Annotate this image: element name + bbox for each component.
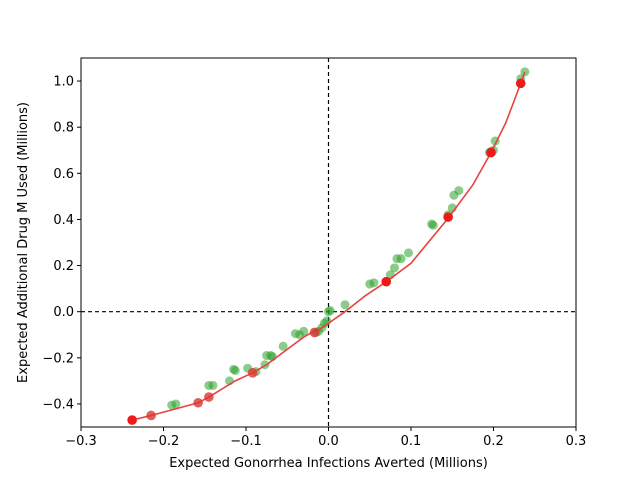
y-tick-label: 0.0 [53, 305, 74, 320]
red-data-point [146, 410, 156, 421]
y-axis-label: Expected Additional Drug M Used (Million… [16, 102, 31, 383]
x-axis-ticks: −0.3 −0.2 −0.1 0.0 0.1 0.2 0.3 [65, 427, 586, 449]
green-data-point [230, 365, 240, 375]
green-data-point [208, 380, 218, 390]
green-data-point [396, 254, 406, 264]
x-tick-label: 0.2 [483, 434, 504, 449]
y-axis-ticks: −0.4 −0.2 0.0 0.2 0.4 0.6 0.8 1.0 [42, 75, 81, 412]
y-tick-label: 0.4 [53, 213, 74, 228]
y-tick-label: −0.4 [42, 397, 74, 412]
red-data-point [381, 276, 392, 287]
x-tick-label: −0.2 [148, 434, 180, 449]
red-data-point [193, 397, 203, 408]
green-data-point [454, 186, 464, 196]
green-data-point [325, 306, 335, 316]
green-data-point [428, 220, 438, 230]
red-data-point [515, 78, 526, 89]
x-tick-label: −0.1 [230, 434, 262, 449]
green-data-point [167, 400, 177, 410]
x-tick-label: 0.1 [401, 434, 422, 449]
green-data-point [369, 278, 379, 288]
y-tick-label: 0.2 [53, 259, 74, 274]
red-data-point [247, 368, 258, 378]
green-data-point [390, 263, 399, 273]
x-tick-label: 0.3 [566, 434, 587, 449]
x-tick-label: −0.3 [65, 434, 97, 449]
x-axis-label: Expected Gonorrhea Infections Averted (M… [169, 456, 488, 471]
fit-line-series [131, 71, 526, 421]
x-tick-label: 0.0 [318, 434, 339, 449]
red-data-point [486, 147, 496, 158]
red-data-point [309, 327, 320, 338]
red-data-point [443, 212, 453, 222]
red-data-point [127, 415, 137, 425]
y-tick-label: 0.6 [53, 167, 74, 182]
y-tick-label: 0.8 [53, 121, 74, 136]
fit-line [131, 71, 526, 421]
green-data-point [404, 248, 414, 258]
red-data-point [204, 392, 214, 402]
green-data-point [299, 326, 309, 336]
green-data-point [278, 341, 288, 351]
red-scatter-series [127, 78, 526, 425]
green-data-point [340, 300, 350, 310]
y-tick-label: 1.0 [53, 75, 74, 90]
y-tick-label: −0.2 [42, 351, 74, 366]
